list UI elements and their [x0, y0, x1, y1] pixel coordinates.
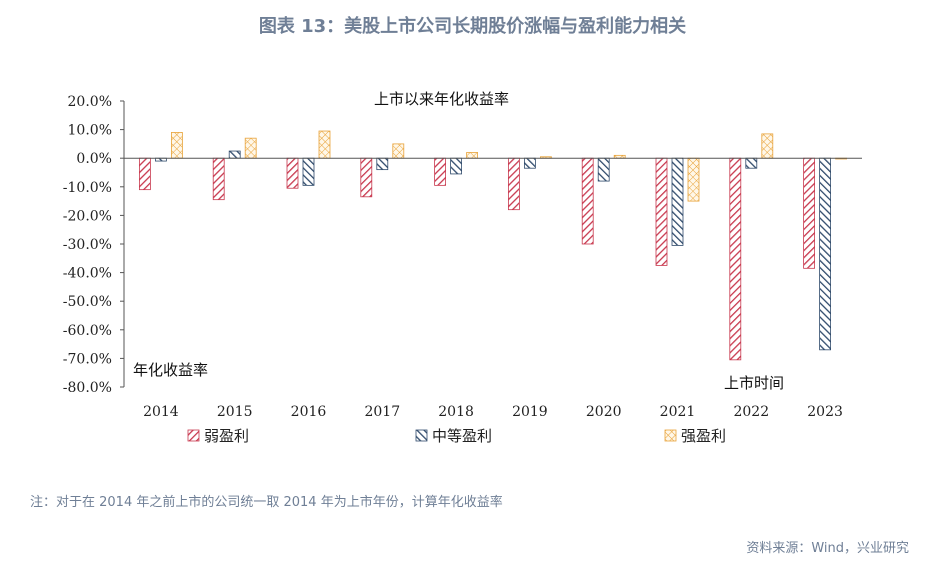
- chart-title: 上市以来年化收益率: [374, 90, 509, 108]
- bar-strong-2018: [466, 152, 479, 159]
- y-axis-label: 年化收益率: [133, 361, 208, 379]
- legend-swatch: [415, 429, 428, 442]
- bar-strong-2022: [761, 133, 774, 159]
- bar-medium-2023: [819, 157, 831, 351]
- y-tick-label: 0.0%: [76, 151, 112, 167]
- bar-weak-2015: [212, 157, 225, 201]
- bar-strong-2014: [170, 132, 183, 159]
- x-axis-label: 上市时间: [724, 374, 784, 392]
- bar-strong-2016: [318, 130, 331, 159]
- y-tick-label: 10.0%: [68, 123, 112, 139]
- bar-chart: 20.0% 10.0% 0.0% -10.0% -20.0% -30.0% -40.0% -5…: [63, 90, 862, 445]
- y-tick-label: 20.0%: [68, 94, 112, 110]
- x-tick-label: 2015: [217, 404, 253, 420]
- figure-title: 图表 13：美股上市公司长期股价涨幅与盈利能力相关: [258, 16, 687, 37]
- x-axis: 2014 2015 2016 2017 2018 2019 2020 2021 2022 2023: [124, 157, 862, 420]
- y-tick-label: -70.0%: [63, 351, 112, 367]
- bar-medium-2018: [450, 157, 463, 175]
- figure-note: 注：对于在 2014 年之前上市的公司统一取 2014 年为上市年份，计算年化收…: [30, 495, 503, 510]
- bar-weak-2016: [286, 157, 299, 189]
- bar-weak-2019: [507, 157, 520, 211]
- y-tick-label: -50.0%: [63, 294, 112, 310]
- bar-strong-2021: [687, 157, 700, 202]
- y-tick-label: -30.0%: [63, 237, 112, 253]
- figure-source: 资料来源：Wind，兴业研究: [746, 541, 909, 556]
- bars: [138, 130, 847, 361]
- y-tick-label: -80.0%: [63, 380, 112, 396]
- bar-weak-2020: [581, 157, 594, 245]
- x-tick-label: 2022: [733, 404, 769, 420]
- legend-label: 中等盈利: [432, 427, 492, 445]
- legend-swatch: [664, 429, 677, 442]
- legend-label: 强盈利: [681, 427, 726, 445]
- x-tick-label: 2023: [807, 404, 843, 420]
- bar-medium-2016: [302, 157, 315, 186]
- y-axis: 20.0% 10.0% 0.0% -10.0% -20.0% -30.0% -40.0% -5…: [63, 94, 125, 396]
- bar-medium-2022: [745, 157, 758, 169]
- bar-medium-2019: [524, 157, 536, 169]
- legend-swatch: [187, 429, 200, 442]
- y-tick-label: -20.0%: [63, 208, 112, 224]
- bar-strong-2017: [392, 143, 405, 159]
- bar-medium-2021: [671, 157, 684, 246]
- x-tick-label: 2014: [143, 404, 179, 420]
- y-tick-label: -10.0%: [63, 180, 112, 196]
- bar-medium-2015: [228, 150, 241, 159]
- bar-medium-2017: [376, 157, 389, 171]
- bar-weak-2023: [803, 157, 815, 269]
- bar-weak-2022: [729, 157, 742, 361]
- x-tick-label: 2016: [291, 404, 327, 420]
- x-tick-label: 2018: [438, 404, 474, 420]
- bar-strong-2015: [244, 137, 257, 159]
- x-tick-label: 2019: [512, 404, 548, 420]
- y-tick-label: -40.0%: [63, 266, 112, 282]
- legend-label: 弱盈利: [204, 427, 249, 445]
- x-tick-label: 2020: [586, 404, 622, 420]
- bar-weak-2018: [434, 157, 447, 186]
- bar-weak-2014: [138, 157, 151, 191]
- y-tick-label: -60.0%: [63, 323, 112, 339]
- bar-medium-2020: [597, 157, 610, 182]
- legend: 弱盈利 中等盈利 强盈利: [187, 427, 726, 445]
- bar-weak-2021: [655, 157, 668, 266]
- x-tick-label: 2021: [660, 404, 696, 420]
- x-tick-label: 2017: [364, 404, 400, 420]
- bar-weak-2017: [360, 157, 373, 198]
